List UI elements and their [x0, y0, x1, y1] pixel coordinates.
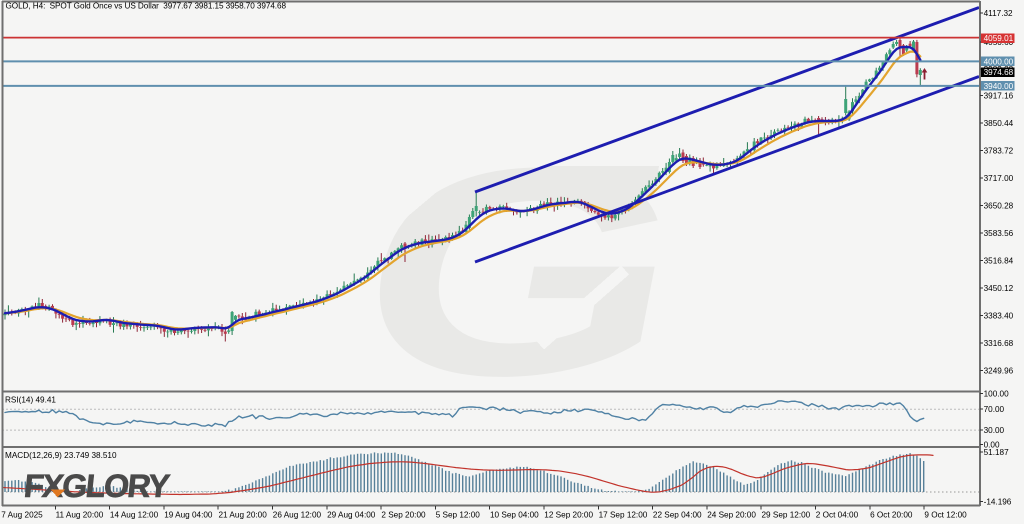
- svg-text:MACD(12,26,9) 23.749 38.510: MACD(12,26,9) 23.749 38.510: [5, 451, 117, 460]
- svg-text:3450.12: 3450.12: [984, 284, 1014, 293]
- svg-text:4059.01: 4059.01: [984, 34, 1014, 43]
- svg-text:FXGLORY: FXGLORY: [22, 468, 172, 504]
- svg-text:-14.196: -14.196: [984, 498, 1012, 507]
- svg-text:7 Aug 2025: 7 Aug 2025: [1, 510, 43, 519]
- svg-text:11 Aug 20:00: 11 Aug 20:00: [56, 510, 104, 519]
- svg-text:5 Sep 12:00: 5 Sep 12:00: [436, 510, 481, 519]
- svg-text:3249.96: 3249.96: [984, 366, 1014, 375]
- svg-text:3650.28: 3650.28: [984, 201, 1014, 210]
- svg-text:19 Aug 04:00: 19 Aug 04:00: [164, 510, 213, 519]
- svg-text:3383.40: 3383.40: [984, 311, 1014, 320]
- svg-text:6 Oct 20:00: 6 Oct 20:00: [870, 510, 913, 519]
- svg-text:GOLD, H4: SPOT Gold Once vs U: GOLD, H4: SPOT Gold Once vs US Dollar 39…: [6, 2, 287, 11]
- svg-text:100.00: 100.00: [984, 390, 1009, 399]
- svg-text:17 Sep 12:00: 17 Sep 12:00: [599, 510, 648, 519]
- svg-text:2 Oct 04:00: 2 Oct 04:00: [816, 510, 859, 519]
- svg-text:0.00: 0.00: [984, 440, 1000, 449]
- svg-text:70.00: 70.00: [984, 405, 1005, 414]
- svg-text:4117.32: 4117.32: [984, 9, 1013, 18]
- svg-text:3316.68: 3316.68: [984, 339, 1014, 348]
- svg-text:3783.72: 3783.72: [984, 146, 1014, 155]
- svg-text:2 Sep 20:00: 2 Sep 20:00: [381, 510, 426, 519]
- svg-text:24 Sep 20:00: 24 Sep 20:00: [707, 510, 756, 519]
- svg-text:3850.44: 3850.44: [984, 119, 1014, 128]
- svg-text:9 Oct 12:00: 9 Oct 12:00: [924, 510, 967, 519]
- svg-text:3917.16: 3917.16: [984, 91, 1014, 100]
- svg-text:RSI(14) 49.41: RSI(14) 49.41: [5, 395, 56, 404]
- svg-text:3940.00: 3940.00: [984, 82, 1014, 91]
- svg-text:3583.56: 3583.56: [984, 229, 1014, 238]
- svg-text:26 Aug 12:00: 26 Aug 12:00: [273, 510, 322, 519]
- svg-text:22 Sep 04:00: 22 Sep 04:00: [653, 510, 702, 519]
- svg-text:3717.00: 3717.00: [984, 174, 1014, 183]
- svg-text:10 Sep 04:00: 10 Sep 04:00: [490, 510, 539, 519]
- svg-text:29 Sep 12:00: 29 Sep 12:00: [762, 510, 811, 519]
- svg-text:3516.84: 3516.84: [984, 256, 1014, 265]
- svg-text:30.00: 30.00: [984, 426, 1005, 435]
- svg-text:14 Aug 12:00: 14 Aug 12:00: [110, 510, 159, 519]
- svg-text:4000.00: 4000.00: [984, 57, 1014, 66]
- svg-text:29 Aug 04:00: 29 Aug 04:00: [327, 510, 376, 519]
- svg-text:51.187: 51.187: [984, 448, 1009, 457]
- svg-text:12 Sep 20:00: 12 Sep 20:00: [544, 510, 593, 519]
- svg-text:G: G: [334, 107, 710, 437]
- svg-text:21 Aug 20:00: 21 Aug 20:00: [219, 510, 268, 519]
- svg-text:3974.68: 3974.68: [984, 68, 1014, 77]
